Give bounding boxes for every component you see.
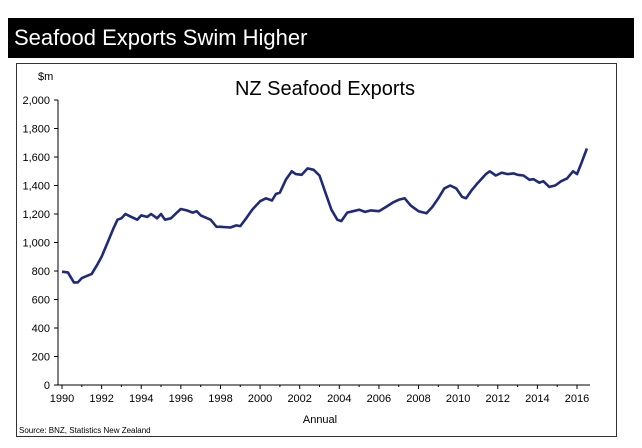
x-tick-label: 1996	[169, 393, 193, 405]
y-tick-label: 800	[32, 266, 50, 278]
y-tick-label: 1,400	[22, 181, 50, 193]
y-axis-label: $m	[38, 71, 53, 83]
x-tick-label: 2000	[248, 393, 272, 405]
y-tick-label: 1,800	[22, 124, 50, 136]
x-tick-label: 2008	[406, 393, 430, 405]
chart-frame	[16, 63, 617, 437]
chart-title: NZ Seafood Exports	[235, 78, 415, 100]
x-tick-label: 2004	[327, 393, 351, 405]
x-tick-label: 1992	[89, 393, 113, 405]
x-tick-label: 2014	[525, 393, 549, 405]
y-tick-label: 200	[32, 352, 50, 364]
x-tick-label: 1990	[50, 393, 74, 405]
x-tick-label: 2002	[287, 393, 311, 405]
y-tick-label: 0	[44, 380, 50, 392]
x-tick-label: 1994	[129, 393, 153, 405]
y-tick-label: 1,600	[22, 152, 50, 164]
x-tick-label: 2012	[486, 393, 510, 405]
series-line-nz-seafood-exports	[61, 148, 589, 284]
x-tick-label: 2016	[565, 393, 589, 405]
x-tick-label: 2010	[446, 393, 470, 405]
x-tick-label: 2006	[367, 393, 391, 405]
x-tick-label: 1998	[208, 393, 232, 405]
y-tick-label: 1,200	[22, 209, 50, 221]
source-note: Source: BNZ, Statistics New Zealand	[19, 426, 151, 435]
y-tick-label: 1,000	[22, 238, 50, 250]
y-tick-label: 2,000	[22, 95, 50, 107]
page-header: Seafood Exports Swim Higher	[8, 18, 634, 58]
y-tick-label: 600	[32, 295, 50, 307]
y-tick-label: 400	[32, 323, 50, 335]
x-axis-label: Annual	[303, 414, 337, 426]
